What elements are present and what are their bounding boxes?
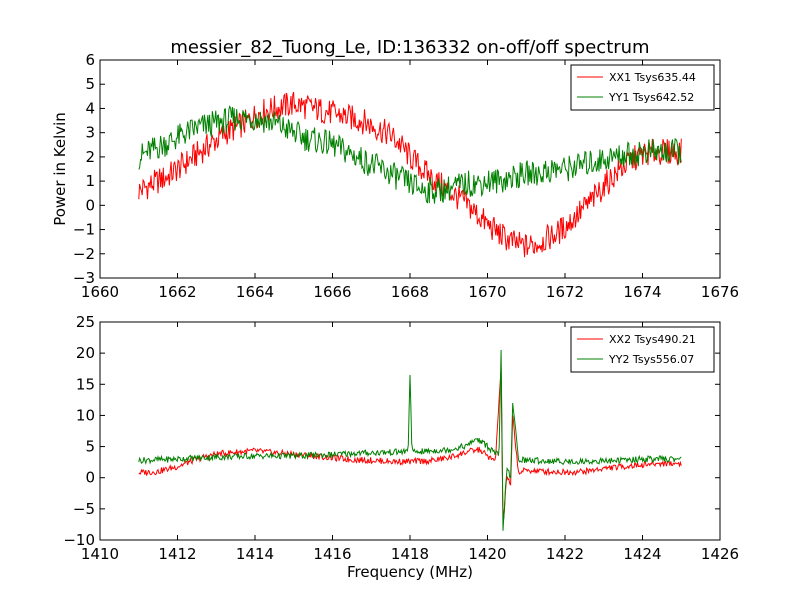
x-axis-label: Frequency (MHz) [347, 563, 473, 581]
legend-label: XX1 Tsys635.44 [609, 71, 696, 84]
legend-label: YY1 Tsys642.52 [608, 91, 694, 104]
series-group [138, 349, 682, 531]
y-tick-label: −1 [73, 221, 95, 239]
y-tick-label: 0 [85, 469, 95, 487]
legend: XX1 Tsys635.44 YY1 Tsys642.52 [570, 64, 715, 111]
x-tick-label: 1412 [158, 545, 196, 563]
y-tick-label: 3 [85, 124, 95, 142]
x-tick-label: 1416 [313, 545, 351, 563]
y-tick-label: 6 [85, 51, 95, 69]
y-tick-label: 20 [76, 344, 95, 362]
x-tick-label: 1410 [81, 545, 119, 563]
y-tick-label: 1 [85, 172, 95, 190]
y-tick-label: 10 [76, 406, 95, 424]
y-tick-label: 4 [85, 99, 95, 117]
x-tick-label: 1422 [546, 545, 584, 563]
x-tick-label: 1424 [623, 545, 661, 563]
y-tick-label: 15 [76, 375, 95, 393]
x-tick-label: 1676 [701, 283, 739, 301]
series-group [138, 91, 682, 258]
y-axis-label: Power in Kelvin [51, 112, 69, 226]
x-tick-label: 1668 [391, 283, 429, 301]
series-line-2 [138, 104, 682, 204]
y-tick-label: 2 [85, 148, 95, 166]
legend: XX2 Tsys490.21 YY2 Tsys556.07 [570, 326, 715, 373]
legend-box [570, 64, 715, 111]
x-tick-label: 1662 [158, 283, 196, 301]
y-tick-label: 5 [85, 75, 95, 93]
y-tick-label: −2 [73, 245, 95, 263]
y-tick-label: −5 [73, 500, 95, 518]
series-line-2 [138, 349, 682, 531]
top-plot: 1660 1662 1664 1666 1668 1670 1672 1674 1676 −3 −2… [51, 51, 739, 301]
y-tick-label: 25 [76, 313, 95, 331]
x-tick-label: 1664 [236, 283, 274, 301]
x-tick-label: 1674 [623, 283, 661, 301]
y-tick-label: 5 [85, 438, 95, 456]
legend-box [570, 326, 715, 373]
legend-label: XX2 Tsys490.21 [609, 333, 696, 346]
x-tick-label: 1660 [81, 283, 119, 301]
legend-label: YY2 Tsys556.07 [608, 353, 694, 366]
series-line-1 [138, 368, 682, 520]
x-tick-label: 1672 [546, 283, 584, 301]
bottom-plot: 1410 1412 1414 1416 1418 1420 1422 1424 1426 −10 −… [63, 313, 739, 563]
y-tick-label: −3 [73, 269, 95, 287]
x-tick-label: 1418 [391, 545, 429, 563]
figure-title: messier_82_Tuong_Le, ID:136332 on-off/of… [170, 37, 649, 58]
x-tick-label: 1420 [468, 545, 506, 563]
series-line-1 [138, 91, 682, 258]
x-tick-label: 1670 [468, 283, 506, 301]
y-tick-label: 0 [85, 196, 95, 214]
x-tick-label: 1666 [313, 283, 351, 301]
x-tick-label: 1414 [236, 545, 274, 563]
x-tick-label: 1426 [701, 545, 739, 563]
y-tick-label: −10 [63, 531, 95, 549]
